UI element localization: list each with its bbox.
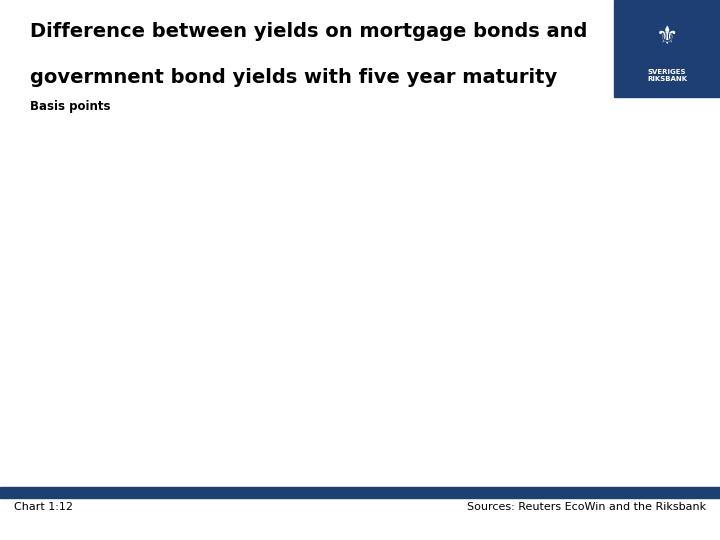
Text: Basis points: Basis points [30,100,110,113]
Text: Difference between yields on mortgage bonds and: Difference between yields on mortgage bo… [30,22,588,41]
Text: Sources: Reuters EcoWin and the Riksbank: Sources: Reuters EcoWin and the Riksbank [467,502,706,512]
Bar [614,0,720,97]
Bar [0,487,720,498]
Text: Chart 1:12: Chart 1:12 [14,502,73,512]
Text: govermnent bond yields with five year maturity: govermnent bond yields with five year ma… [30,68,557,87]
Text: SVERIGES
RIKSBANK: SVERIGES RIKSBANK [647,69,687,83]
Text: ⚜: ⚜ [656,25,678,49]
